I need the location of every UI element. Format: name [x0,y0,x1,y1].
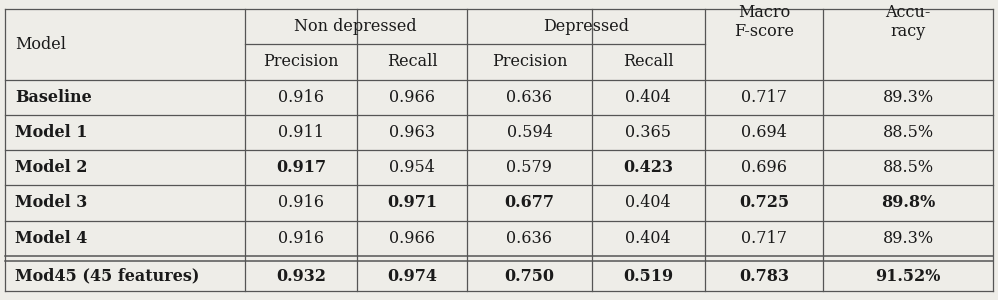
Text: 0.677: 0.677 [504,194,555,212]
Text: 88.5%: 88.5% [882,159,934,176]
Text: Model: Model [15,36,66,53]
Text: 0.717: 0.717 [741,230,787,247]
Text: 0.404: 0.404 [626,230,671,247]
Text: 91.52%: 91.52% [875,268,941,285]
Text: Macro
F-score: Macro F-score [734,4,794,40]
Text: 0.404: 0.404 [626,194,671,212]
Text: Precision: Precision [263,53,338,70]
Text: 0.636: 0.636 [506,230,553,247]
Text: 0.365: 0.365 [625,124,672,141]
Text: 0.963: 0.963 [389,124,435,141]
Text: 0.519: 0.519 [623,268,674,285]
Text: 89.8%: 89.8% [881,194,935,212]
Text: 0.783: 0.783 [739,268,789,285]
Text: 0.917: 0.917 [275,159,326,176]
Text: Non depressed: Non depressed [294,18,417,35]
Text: Baseline: Baseline [15,88,92,106]
Text: 0.966: 0.966 [389,88,435,106]
Text: 0.694: 0.694 [742,124,786,141]
Text: Model 2: Model 2 [15,159,88,176]
Text: 0.725: 0.725 [739,194,789,212]
Text: 89.3%: 89.3% [882,88,934,106]
Text: Mod45 (45 features): Mod45 (45 features) [15,268,200,285]
Text: Accu-
racy: Accu- racy [885,4,931,40]
Text: 89.3%: 89.3% [882,230,934,247]
Text: Recall: Recall [623,53,674,70]
Text: 0.423: 0.423 [623,159,674,176]
Text: 0.916: 0.916 [277,194,324,212]
Text: Model 1: Model 1 [15,124,88,141]
Text: 0.966: 0.966 [389,230,435,247]
Text: 0.594: 0.594 [507,124,552,141]
Text: Recall: Recall [387,53,437,70]
Text: Model 3: Model 3 [15,194,87,212]
Text: 0.717: 0.717 [741,88,787,106]
Text: Model 4: Model 4 [15,230,88,247]
Text: 0.911: 0.911 [277,124,324,141]
Text: 0.974: 0.974 [387,268,437,285]
Text: 0.971: 0.971 [387,194,437,212]
Text: Depressed: Depressed [543,18,629,35]
Text: 0.932: 0.932 [275,268,326,285]
Text: 0.954: 0.954 [389,159,435,176]
Text: 0.404: 0.404 [626,88,671,106]
Text: 0.916: 0.916 [277,230,324,247]
Text: 0.579: 0.579 [506,159,553,176]
Text: 88.5%: 88.5% [882,124,934,141]
Text: 0.916: 0.916 [277,88,324,106]
Text: 0.696: 0.696 [741,159,787,176]
Text: Precision: Precision [492,53,567,70]
Text: 0.636: 0.636 [506,88,553,106]
Text: 0.750: 0.750 [504,268,555,285]
